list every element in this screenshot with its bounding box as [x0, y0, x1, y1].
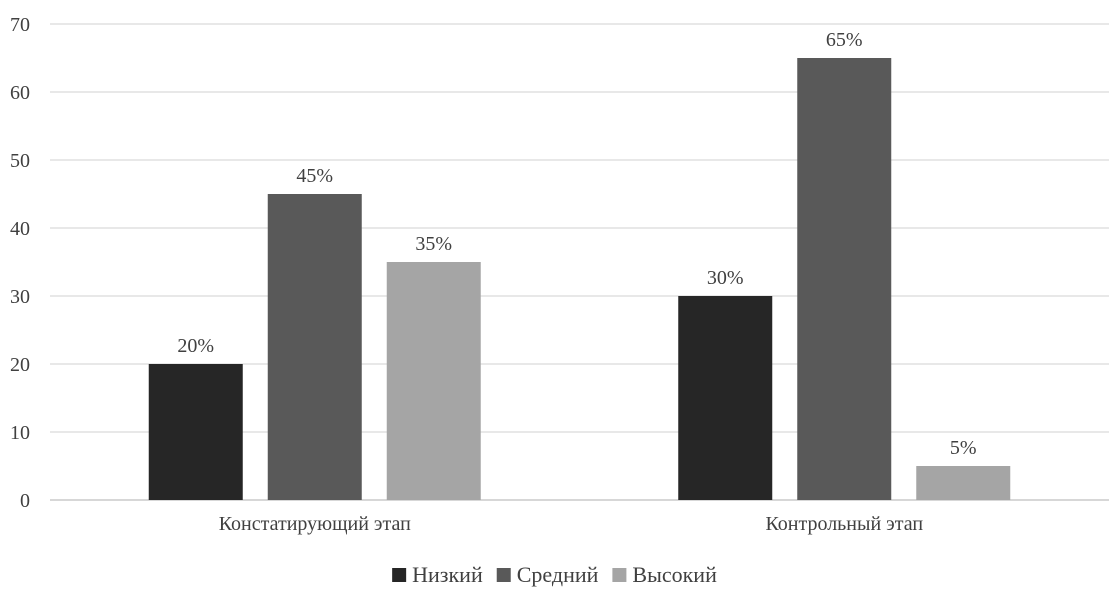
bar-Средний: [267, 194, 362, 500]
legend: Низкий Средний Высокий: [392, 562, 717, 587]
bar-Средний: [797, 58, 892, 500]
y-tick-label: 30: [10, 286, 30, 308]
bars: [148, 58, 1011, 500]
data-label: 65%: [826, 29, 863, 51]
bar-Низкий: [678, 296, 773, 500]
legend-label: Высокий: [632, 562, 717, 587]
data-label: 35%: [415, 233, 452, 255]
data-label: 5%: [950, 437, 977, 459]
legend-swatch-Высокий: [612, 568, 627, 582]
bar-Низкий: [148, 364, 243, 500]
y-tick-label: 0: [20, 490, 30, 512]
y-tick-label: 60: [10, 82, 30, 104]
y-tick-label: 70: [10, 14, 30, 36]
bar-Высокий: [386, 262, 481, 500]
x-category-label: Контрольный этап: [765, 513, 923, 535]
y-tick-label: 10: [10, 422, 30, 444]
y-tick-label: 40: [10, 218, 30, 240]
data-label: 45%: [296, 165, 333, 187]
legend-swatch-Низкий: [392, 568, 407, 582]
data-labels: 20% 45% 35% 30% 65% 5%: [177, 29, 976, 459]
axes: 0 10 20 30 40 50 60 70 Констатирующий этап Контро…: [10, 14, 923, 535]
data-label: 30%: [707, 267, 744, 289]
data-label: 20%: [177, 335, 214, 357]
x-category-label: Констатирующий этап: [219, 513, 411, 535]
y-tick-label: 20: [10, 354, 30, 376]
y-tick-label: 50: [10, 150, 30, 172]
legend-label: Средний: [517, 562, 599, 587]
bar-Высокий: [916, 466, 1011, 500]
legend-label: Низкий: [412, 562, 483, 587]
legend-swatch-Средний: [496, 568, 511, 582]
